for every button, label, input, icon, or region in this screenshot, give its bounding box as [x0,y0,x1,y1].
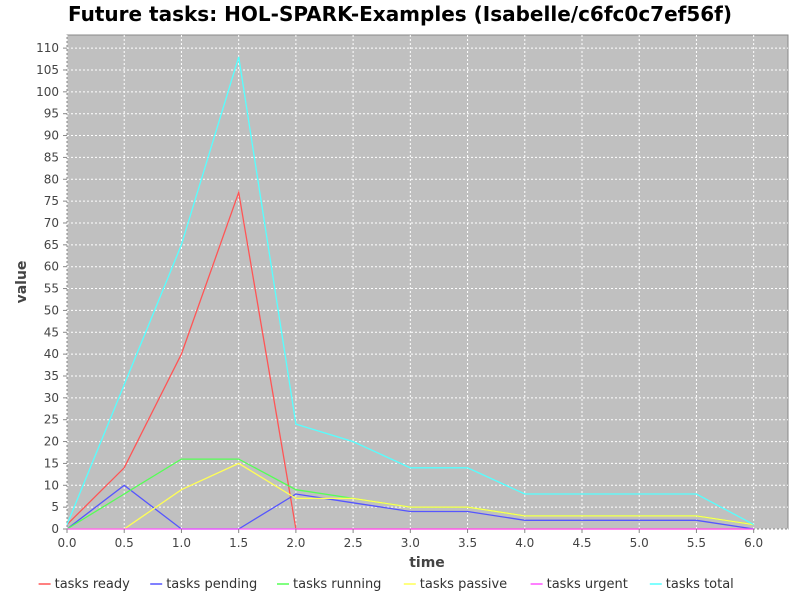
x-tick-label: 0.5 [115,536,134,550]
y-tick-label: 5 [51,500,59,514]
x-tick-label: 4.5 [572,536,591,550]
legend-label-tasks-total: tasks total [666,577,734,592]
y-tick-label: 10 [44,478,59,492]
y-tick-label: 65 [44,238,59,252]
legend-label-tasks-running: tasks running [293,577,381,592]
x-tick-label: 0.0 [57,536,76,550]
y-tick-label: 20 [44,435,59,449]
y-tick-label: 55 [44,282,59,296]
y-tick-label: 110 [36,41,59,55]
x-tick-label: 4.0 [515,536,534,550]
y-tick-label: 25 [44,413,59,427]
x-tick-label: 1.5 [229,536,248,550]
legend-label-tasks-urgent: tasks urgent [547,577,628,592]
y-tick-label: 50 [44,303,59,317]
y-tick-label: 0 [51,522,59,536]
y-tick-label: 100 [36,85,59,99]
legend-label-tasks-passive: tasks passive [420,577,507,592]
y-tick-label: 85 [44,150,59,164]
legend-label-tasks-pending: tasks pending [166,577,257,592]
x-tick-label: 3.5 [458,536,477,550]
y-tick-label: 80 [44,172,59,186]
series-line-tasks-total [66,56,755,526]
x-tick-label: 5.5 [687,536,706,550]
legend: tasks ready tasks pending tasks running tas… [38,577,734,592]
x-axis: 0.0 0.5 1.0 1.5 2.0 2.5 3.0 3.5 4.0 4.5 5.0 5.5 6.0 [57,529,763,550]
y-tick-label: 95 [44,107,59,121]
x-tick-label: 1.0 [172,536,191,550]
y-tick-label: 60 [44,260,59,274]
x-tick-label: 6.0 [744,536,763,550]
y-tick-label: 45 [44,325,59,339]
series-line-tasks-passive [67,462,754,530]
y-tick-label: 15 [44,456,59,470]
y-tick-label: 90 [44,129,59,143]
x-tick-label: 2.0 [286,536,305,550]
y-tick-label: 70 [44,216,59,230]
chart-title: Future tasks: HOL-SPARK-Examples (Isabel… [67,2,733,26]
y-tick-label: 40 [44,347,59,361]
plot-area [66,34,789,530]
y-axis-title: value [14,261,30,304]
y-tick-label: 75 [44,194,59,208]
x-tick-label: 5.0 [630,536,649,550]
legend-label-tasks-ready: tasks ready [55,577,131,592]
x-tick-label: 3.0 [401,536,420,550]
y-axis: 0 5 10 15 20 25 30 35 40 45 50 55 60 65 70 75 80 85 90 95 10… [36,41,67,536]
y-tick-label: 105 [36,63,59,77]
x-tick-label: 2.5 [344,536,363,550]
gridlines [66,35,788,530]
x-axis-title: time [409,555,445,571]
y-tick-label: 35 [44,369,59,383]
y-tick-label: 30 [44,391,59,405]
